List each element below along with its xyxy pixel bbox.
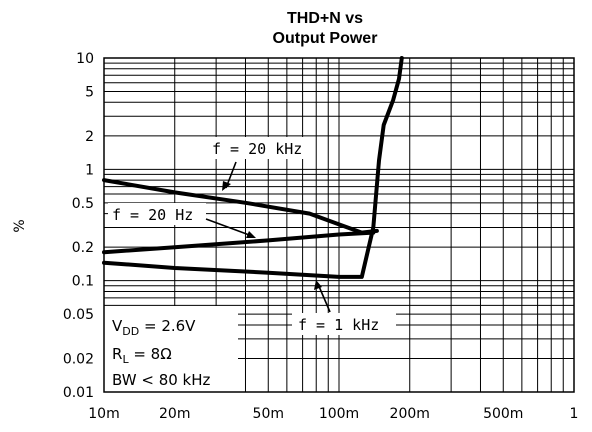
- x-tick-label: 200m: [390, 406, 430, 422]
- x-tick-label: 500m: [483, 406, 523, 422]
- x-tick-label: 50m: [253, 406, 284, 422]
- y-axis-label: %: [12, 219, 28, 232]
- chart-title-line-1: THD+N vs: [287, 10, 363, 27]
- curve-f-20-hz: [102, 230, 376, 255]
- y-tick-label: 0.02: [63, 351, 94, 367]
- condition-vdd: VDD = 2.6V: [112, 317, 196, 338]
- arrow-1khz: [317, 283, 331, 313]
- rl-value: = 8Ω: [129, 345, 172, 363]
- y-tick-label: 0.5: [72, 196, 94, 212]
- plot-grid: [104, 58, 574, 392]
- y-tick-label: 10: [76, 51, 94, 67]
- vdd-subscript: DD: [122, 325, 139, 338]
- y-tick-label: 0.2: [72, 240, 94, 256]
- annotation-20hz-background: [108, 203, 206, 225]
- arrow-20hz: [205, 218, 253, 237]
- rl-symbol: R: [112, 345, 122, 363]
- axis-tick-labels: 10m 20m 50m 100m 200m 500m 1 10 5 2 1 0.5 0.2 0.1 0.05…: [63, 51, 579, 422]
- arrow-20hz-head: [246, 231, 256, 238]
- condition-rl: RL = 8Ω: [112, 345, 172, 366]
- y-tick-label: 1: [85, 162, 94, 178]
- annotation-20hz-label: f = 20 Hz: [112, 206, 193, 224]
- y-tick-label: 0.05: [63, 307, 94, 323]
- x-tick-label: 20m: [159, 406, 190, 422]
- x-tick-label: 100m: [319, 406, 359, 422]
- plot-frame: [103, 57, 575, 393]
- arrow-1khz-head: [314, 280, 322, 290]
- x-tick-label: 1: [570, 406, 579, 422]
- annotation-1khz-background: [292, 313, 396, 335]
- y-tick-label: 0.01: [63, 385, 94, 401]
- annotation-20khz-label: f = 20 kHz: [212, 140, 302, 158]
- annotation-1khz-label: f = 1 kHz: [298, 316, 379, 334]
- annotation-20khz-background: [206, 137, 310, 159]
- arrow-20khz-head: [222, 181, 231, 191]
- conditions-box-background: [104, 306, 238, 392]
- vdd-value: = 2.6V: [139, 317, 196, 335]
- y-tick-label: 2: [85, 129, 94, 145]
- curve-f-1-khz: [102, 56, 404, 279]
- x-tick-label: 10m: [88, 406, 119, 422]
- data-curves: [102, 56, 404, 279]
- condition-bandwidth: BW < 80 kHz: [112, 371, 211, 389]
- y-tick-label: 0.1: [72, 274, 94, 290]
- annotation-arrows: [205, 161, 331, 313]
- vdd-symbol: V: [112, 317, 123, 335]
- chart-title-line-2: Output Power: [273, 30, 378, 47]
- rl-subscript: L: [122, 353, 129, 366]
- y-tick-label: 5: [85, 85, 94, 101]
